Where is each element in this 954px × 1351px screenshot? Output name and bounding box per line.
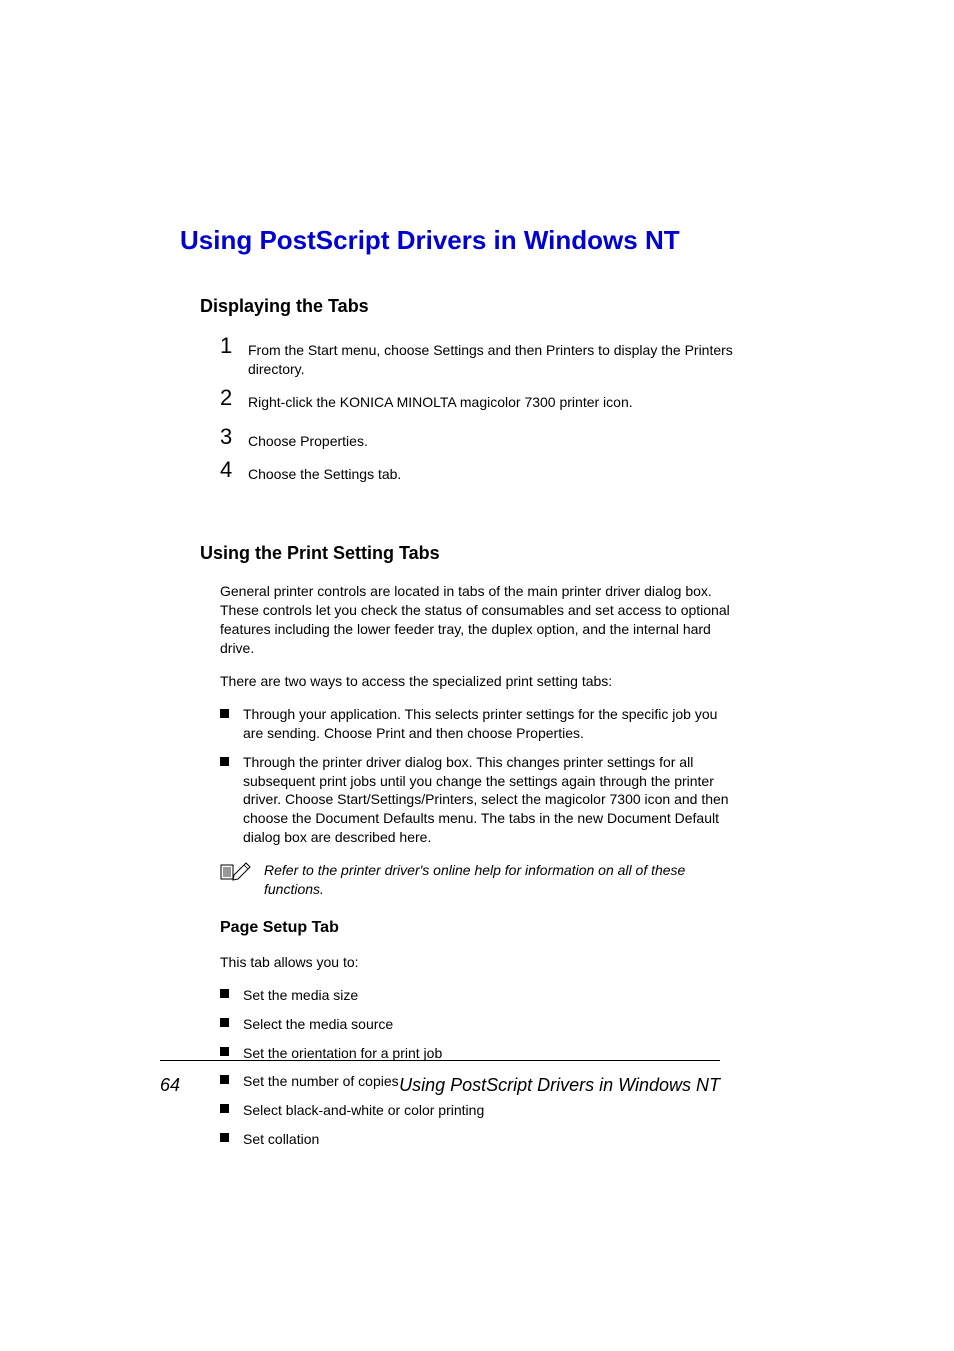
paragraph-general-controls: General printer controls are located in … (220, 582, 740, 658)
paragraph-two-ways: There are two ways to access the special… (220, 672, 740, 691)
step-item: 3 Choose Properties. (220, 426, 740, 451)
page-number: 64 (160, 1075, 180, 1096)
step-item: 4 Choose the Settings tab. (220, 459, 740, 484)
bullet-square-icon (220, 1047, 229, 1056)
section-heading-print-setting-tabs: Using the Print Setting Tabs (200, 543, 740, 564)
step-number: 1 (220, 335, 248, 357)
list-item: Through the printer driver dialog box. T… (220, 753, 740, 847)
bullet-text: Set the media size (243, 986, 358, 1005)
step-text: Right-click the KONICA MINOLTA magicolor… (248, 387, 633, 412)
step-text: From the Start menu, choose Settings and… (248, 335, 740, 379)
bullet-square-icon (220, 757, 229, 766)
bullet-text: Through your application. This selects p… (243, 705, 740, 743)
section-heading-displaying-tabs: Displaying the Tabs (200, 296, 740, 317)
note-pencil-icon (220, 861, 252, 881)
list-item: Select black-and-white or color printing (220, 1101, 740, 1120)
bullet-text: Through the printer driver dialog box. T… (243, 753, 740, 847)
bullet-square-icon (220, 989, 229, 998)
step-text: Choose the Settings tab. (248, 459, 401, 484)
step-text: Choose Properties. (248, 426, 368, 451)
paragraph-tab-allows: This tab allows you to: (220, 953, 740, 972)
footer-rule (160, 1060, 720, 1061)
footer-row: 64 Using PostScript Drivers in Windows N… (160, 1075, 720, 1096)
footer-title: Using PostScript Drivers in Windows NT (399, 1075, 720, 1096)
note-row: Refer to the printer driver's online hel… (220, 861, 740, 899)
displaying-tabs-steps: 1 From the Start menu, choose Settings a… (220, 335, 740, 483)
bullet-text: Select black-and-white or color printing (243, 1101, 484, 1120)
step-number: 3 (220, 426, 248, 448)
list-item: Select the media source (220, 1015, 740, 1034)
page-content: Using PostScript Drivers in Windows NT D… (180, 225, 740, 1159)
note-text: Refer to the printer driver's online hel… (264, 861, 740, 899)
list-item: Set collation (220, 1130, 740, 1149)
step-item: 2 Right-click the KONICA MINOLTA magicol… (220, 387, 740, 412)
bullet-square-icon (220, 1133, 229, 1142)
list-item: Through your application. This selects p… (220, 705, 740, 743)
bullet-square-icon (220, 1018, 229, 1027)
subsection-heading-page-setup: Page Setup Tab (220, 919, 740, 937)
bullet-text: Set collation (243, 1130, 319, 1149)
step-number: 4 (220, 459, 248, 481)
step-number: 2 (220, 387, 248, 409)
step-item: 1 From the Start menu, choose Settings a… (220, 335, 740, 379)
page-footer: 64 Using PostScript Drivers in Windows N… (160, 1060, 720, 1096)
access-methods-list: Through your application. This selects p… (220, 705, 740, 847)
bullet-square-icon (220, 709, 229, 718)
main-title: Using PostScript Drivers in Windows NT (180, 225, 740, 256)
list-item: Set the media size (220, 986, 740, 1005)
bullet-square-icon (220, 1104, 229, 1113)
bullet-text: Select the media source (243, 1015, 393, 1034)
